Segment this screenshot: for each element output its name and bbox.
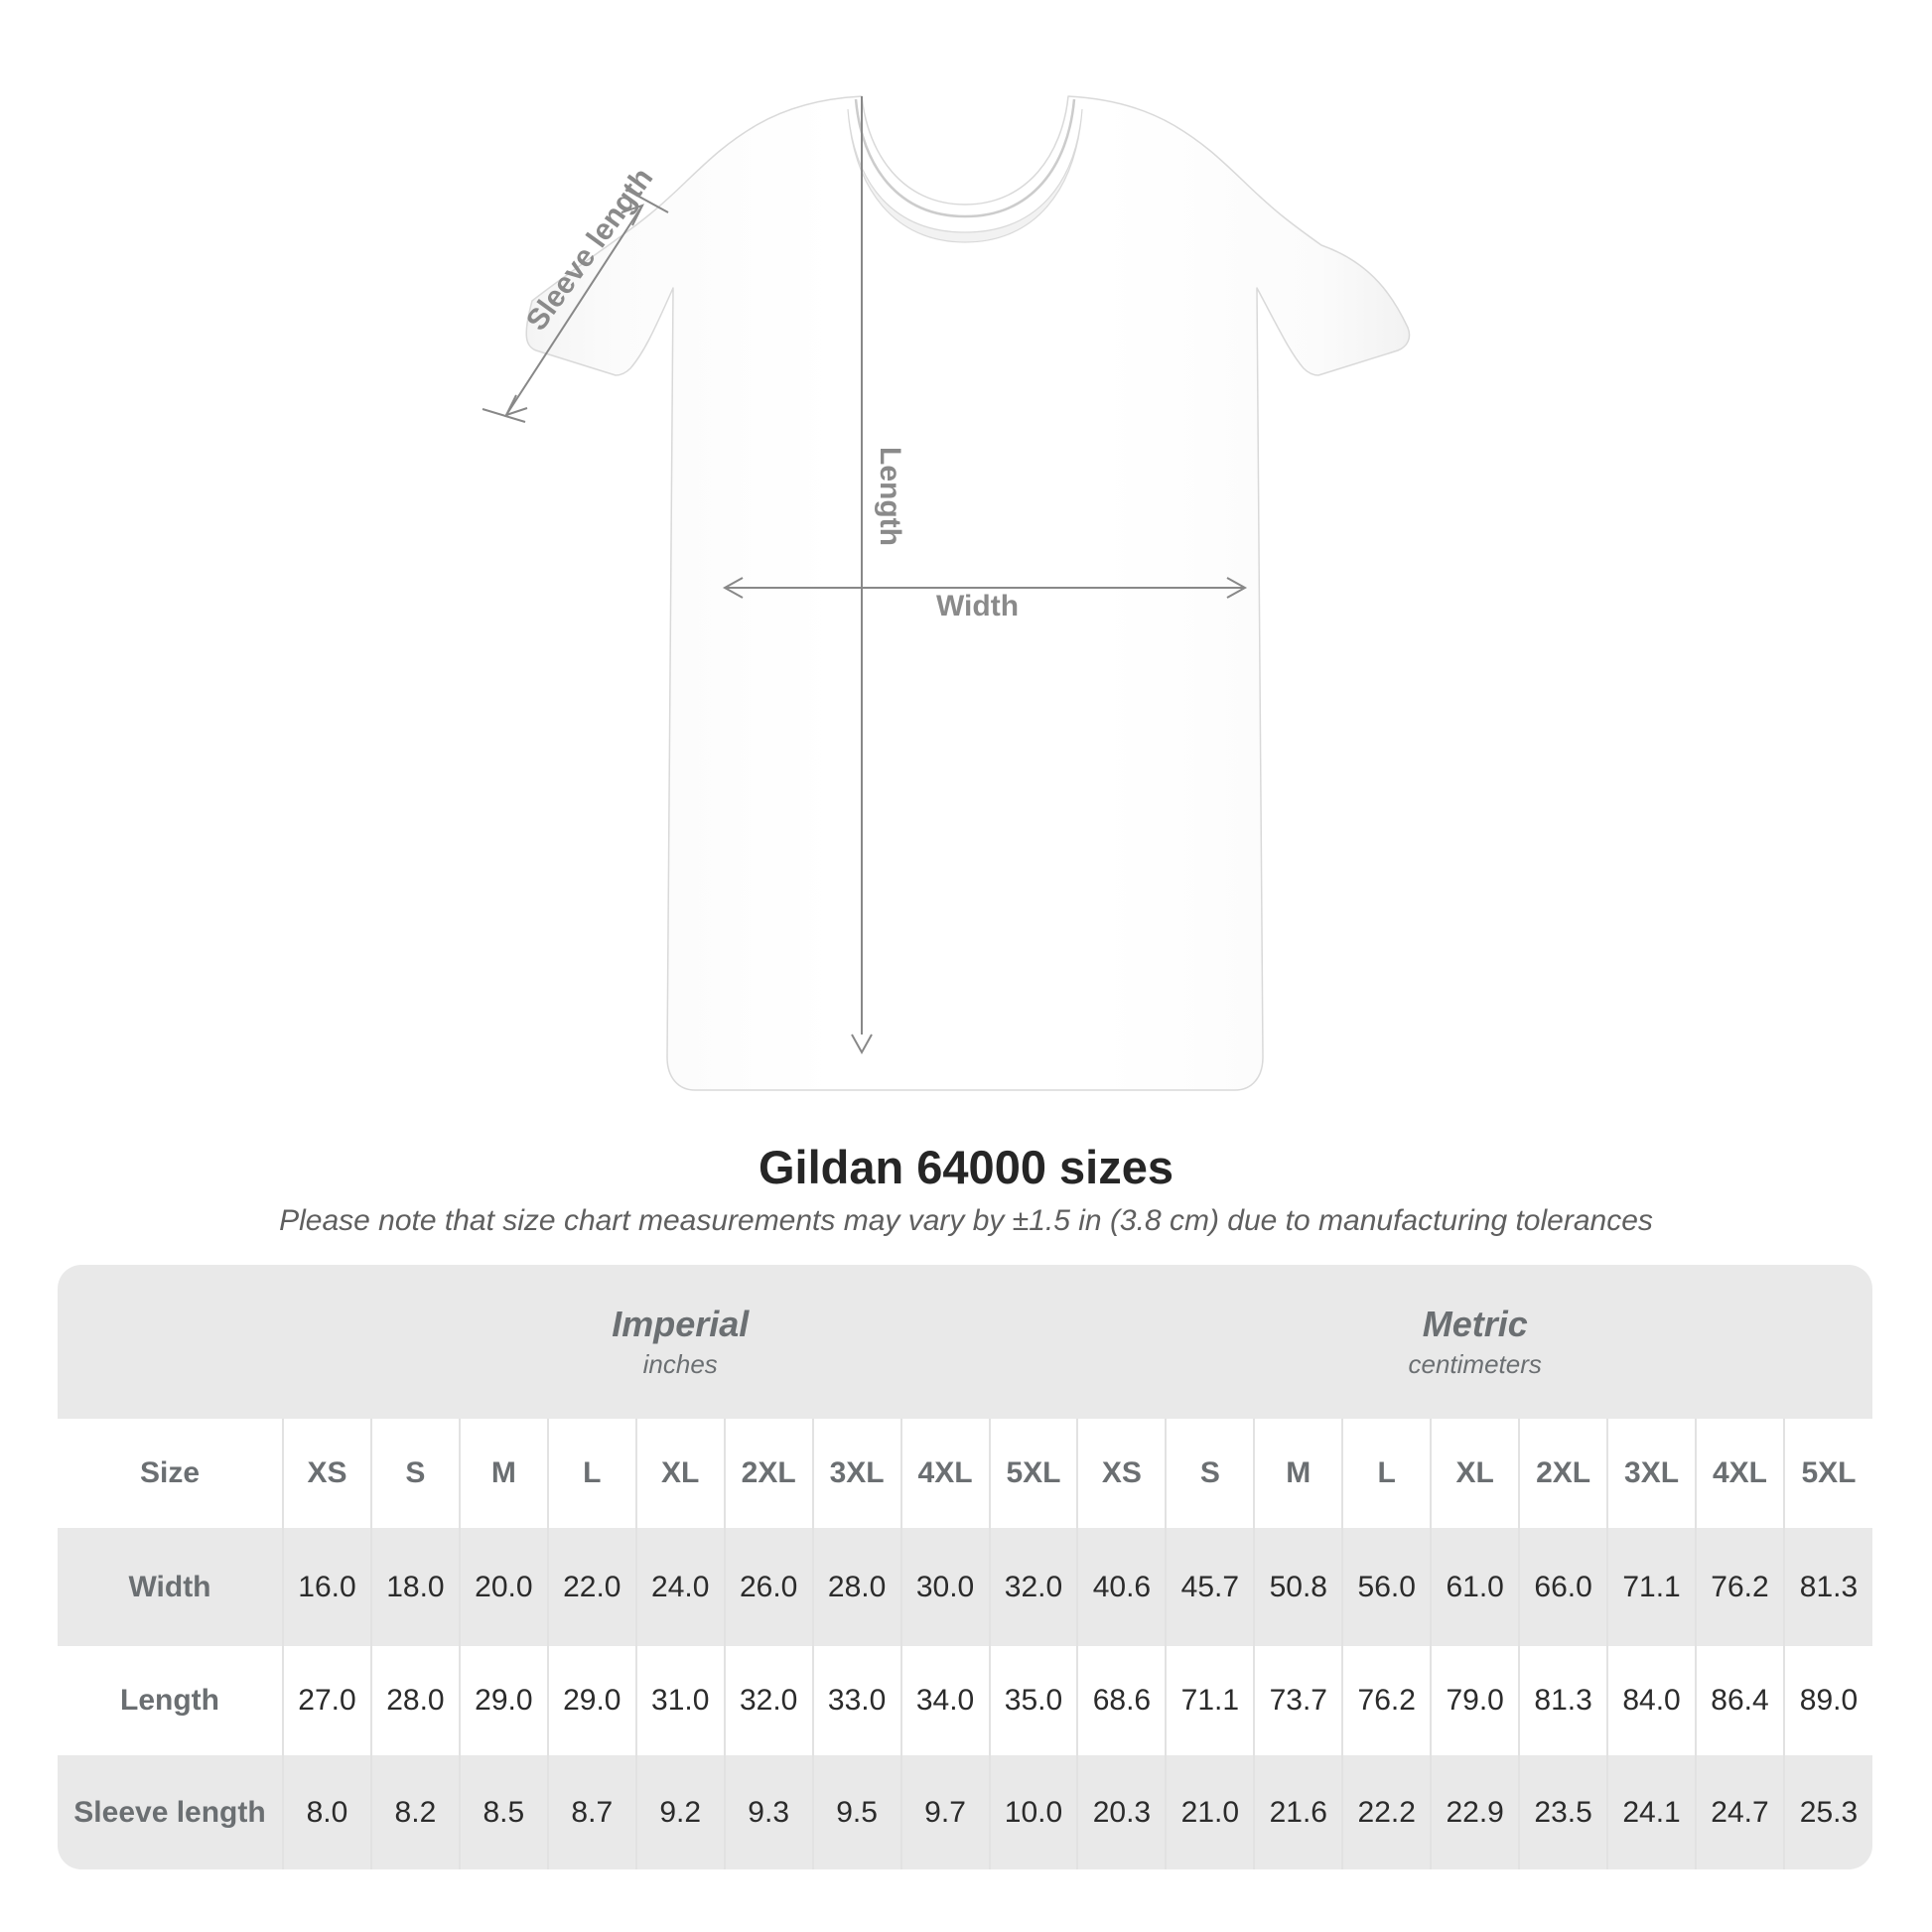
svg-text:Length: Length (874, 447, 906, 546)
svg-text:Width: Width (936, 590, 1019, 622)
